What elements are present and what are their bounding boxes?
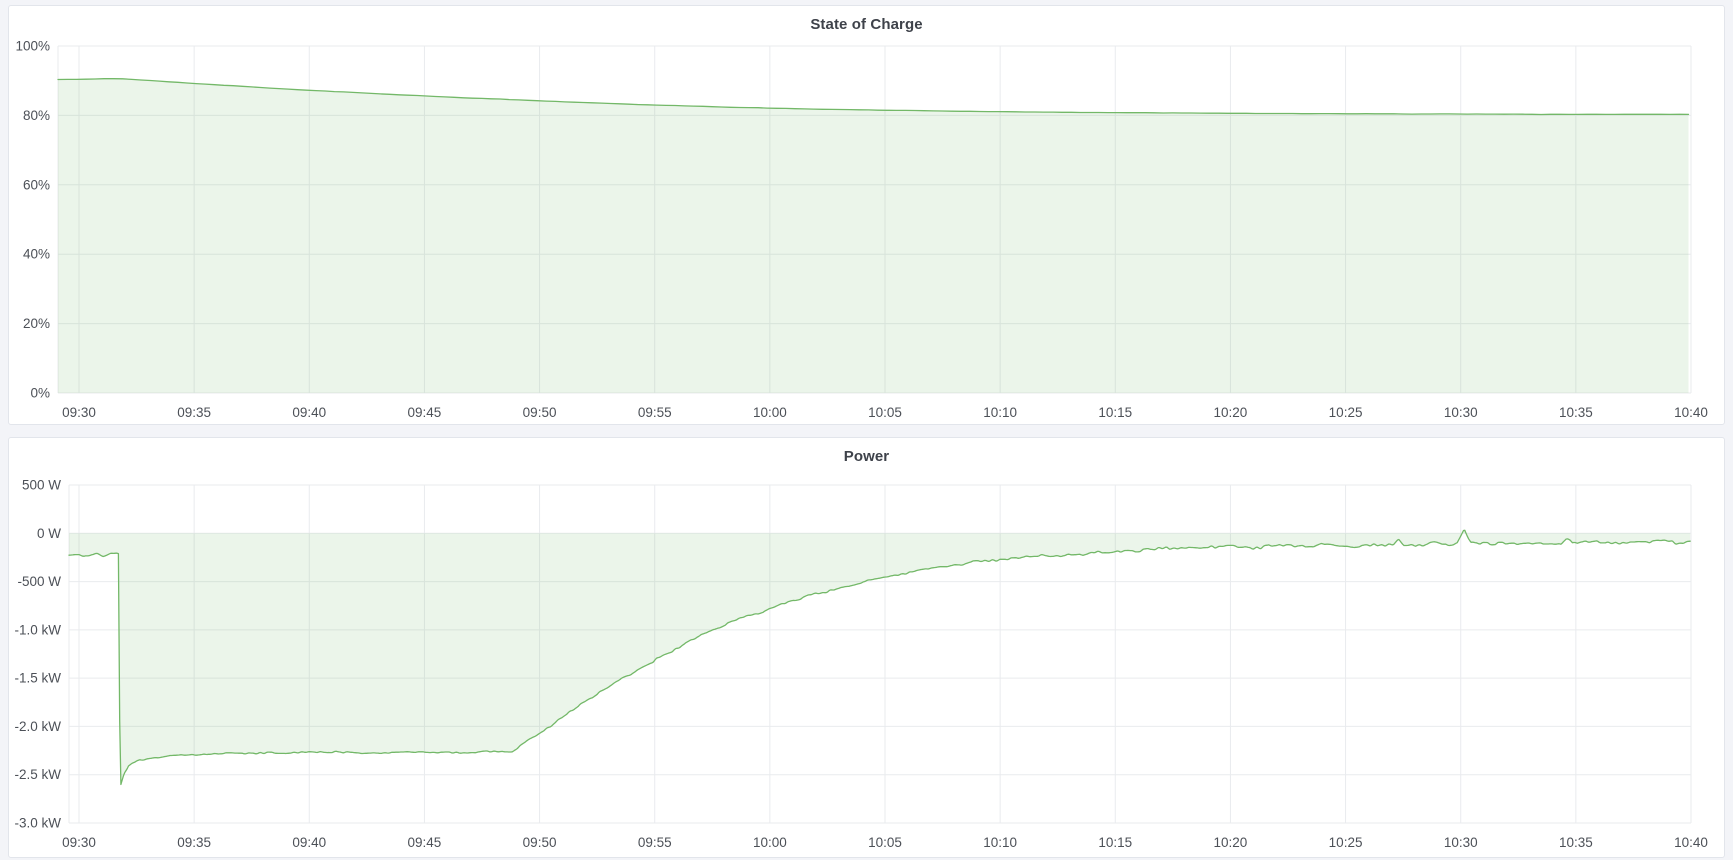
x-axis-tick-label: 10:05 bbox=[868, 405, 902, 420]
x-axis-tick-label: 10:35 bbox=[1559, 405, 1593, 420]
y-axis-tick-label: -2.5 kW bbox=[14, 767, 61, 782]
panel-state-of-charge: State of Charge 100% 80% 60% 40% 20% 0% 09:30 0… bbox=[8, 5, 1725, 425]
x-axis-tick-label: 10:20 bbox=[1214, 405, 1248, 420]
x-axis-tick-label: 09:35 bbox=[177, 835, 211, 850]
series-area-fill bbox=[69, 530, 1691, 785]
series-line bbox=[57, 78, 1690, 116]
y-axis-tick-label: -1.5 kW bbox=[14, 671, 61, 686]
x-axis-tick-label: 10:05 bbox=[868, 835, 902, 850]
y-axis-tick-label: 100% bbox=[15, 39, 50, 54]
y-axis-tick-label: -1.0 kW bbox=[14, 622, 61, 637]
y-axis-tick-label: -500 W bbox=[17, 574, 61, 589]
x-axis-tick-label: 10:20 bbox=[1214, 835, 1248, 850]
x-axis-tick-label: 09:30 bbox=[62, 835, 96, 850]
x-axis-tick-label: 10:35 bbox=[1559, 835, 1593, 850]
x-axis-tick-label: 09:50 bbox=[523, 405, 557, 420]
series-line bbox=[68, 529, 1691, 786]
x-axis-tick-label: 10:25 bbox=[1329, 835, 1363, 850]
y-axis-tick-label: 20% bbox=[23, 316, 50, 331]
panel-title-state-of-charge: State of Charge bbox=[810, 16, 923, 33]
chart-canvas: 500 W 0 W -500 W -1.0 kW -1.5 kW -2.0 kW -2.5 … bbox=[14, 478, 1708, 851]
x-axis-tick-label: 09:55 bbox=[638, 405, 672, 420]
y-axis-tick-label: 0% bbox=[30, 386, 50, 401]
y-axis-tick-label: -2.0 kW bbox=[14, 719, 61, 734]
x-axis-tick-label: 09:40 bbox=[292, 835, 326, 850]
x-axis-tick-label: 10:15 bbox=[1098, 835, 1132, 850]
x-axis-tick-label: 09:40 bbox=[292, 405, 326, 420]
x-axis-tick-label: 10:00 bbox=[753, 835, 787, 850]
y-axis-tick-label: 40% bbox=[23, 247, 50, 262]
x-axis-tick-label: 10:40 bbox=[1674, 405, 1708, 420]
y-axis-tick-label: 60% bbox=[23, 177, 50, 192]
x-axis-tick-label: 10:40 bbox=[1674, 835, 1708, 850]
y-axis-tick-label: 500 W bbox=[22, 478, 61, 493]
x-axis-tick-label: 10:25 bbox=[1329, 405, 1363, 420]
state-of-charge-chart-plot[interactable]: 100% 80% 60% 40% 20% 0% 09:30 09:35 09:40 09:45 09… bbox=[9, 6, 1724, 424]
x-axis-tick-label: 09:50 bbox=[523, 835, 557, 850]
power-chart-plot[interactable]: 500 W 0 W -500 W -1.0 kW -1.5 kW -2.0 kW -2.5 … bbox=[9, 438, 1724, 857]
series-area-fill bbox=[58, 78, 1689, 393]
y-axis-tick-label: 80% bbox=[23, 108, 50, 123]
x-axis-tick-label: 10:30 bbox=[1444, 835, 1478, 850]
y-axis-tick-label: -3.0 kW bbox=[14, 816, 61, 831]
x-axis-tick-label: 09:30 bbox=[62, 405, 96, 420]
x-axis-tick-label: 10:30 bbox=[1444, 405, 1478, 420]
panel-power: Power 500 W 0 W -500 W -1.0 kW -1.5 kW -2.0 k… bbox=[8, 437, 1725, 858]
x-axis-tick-label: 10:10 bbox=[983, 405, 1017, 420]
x-axis-tick-label: 09:45 bbox=[408, 835, 442, 850]
panel-title-power: Power bbox=[843, 448, 890, 465]
x-axis-tick-label: 10:10 bbox=[983, 835, 1017, 850]
x-axis-tick-label: 10:15 bbox=[1098, 405, 1132, 420]
chart-canvas: 100% 80% 60% 40% 20% 0% 09:30 09:35 09:40 09:45 09… bbox=[15, 39, 1708, 421]
x-axis-tick-label: 09:35 bbox=[177, 405, 211, 420]
y-axis-tick-label: 0 W bbox=[37, 526, 61, 541]
x-axis-tick-label: 09:45 bbox=[408, 405, 442, 420]
x-axis-tick-label: 09:55 bbox=[638, 835, 672, 850]
x-axis-tick-label: 10:00 bbox=[753, 405, 787, 420]
